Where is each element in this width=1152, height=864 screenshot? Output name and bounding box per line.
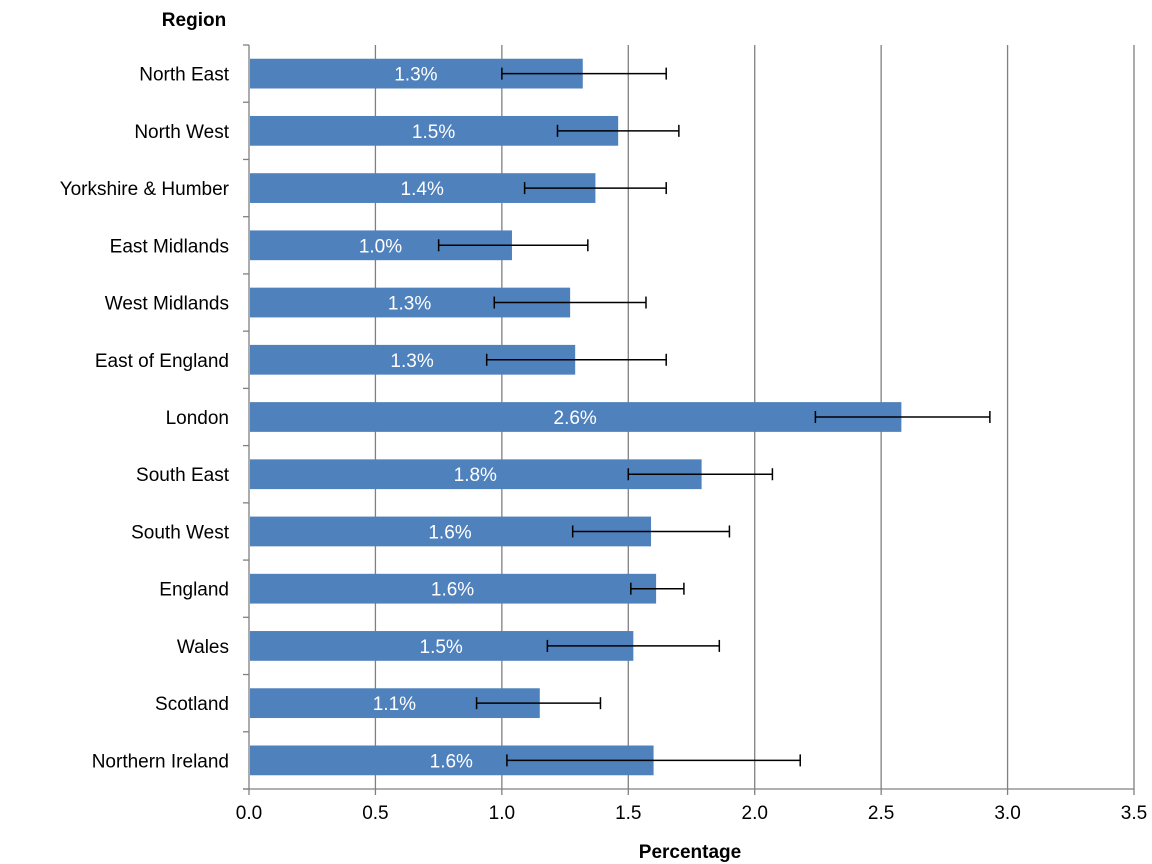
data-label: 2.6% [554, 408, 597, 429]
category-label: South East [136, 465, 230, 486]
data-label: 1.1% [373, 694, 416, 715]
x-tick-label: 2.5 [868, 803, 894, 824]
data-label: 1.6% [428, 522, 471, 543]
category-label: Yorkshire & Humber [60, 179, 230, 200]
category-label: North West [134, 122, 229, 143]
category-label: England [159, 580, 229, 601]
category-label: Wales [177, 637, 229, 658]
category-label: East of England [95, 351, 229, 372]
data-label: 1.0% [359, 236, 402, 257]
x-tick-label: 1.0 [489, 803, 515, 824]
bar [250, 402, 902, 432]
data-label: 1.6% [431, 580, 474, 601]
x-tick-label: 0.0 [236, 803, 262, 824]
data-label: 1.5% [420, 637, 463, 658]
y-axis-title: Region [162, 10, 226, 31]
category-label: London [166, 408, 229, 429]
data-label: 1.6% [430, 751, 473, 772]
error-bars [437, 67, 991, 767]
x-tick-label: 2.0 [742, 803, 768, 824]
bar [250, 459, 702, 490]
x-tick-label: 3.5 [1121, 803, 1147, 824]
data-labels: 1.3% 1.5% 1.4% 1.0% 1.3% 1.3% 2.6% 1.8% 1.6% 1.6%… [359, 65, 597, 773]
category-label: Scotland [155, 694, 229, 715]
bar [250, 573, 657, 604]
x-axis-title: Percentage [639, 842, 741, 863]
category-label: West Midlands [105, 294, 229, 315]
x-tick-label: 3.0 [994, 803, 1020, 824]
x-tick-label: 1.5 [615, 803, 641, 824]
x-tick-label: 0.5 [362, 803, 388, 824]
data-label: 1.8% [454, 465, 497, 486]
axes: 0.0 0.5 1.0 1.5 2.0 2.5 3.0 3.5 North East North … [60, 44, 1147, 824]
data-label: 1.3% [388, 294, 431, 315]
data-label: 1.5% [412, 122, 455, 143]
category-label: North East [139, 65, 229, 86]
category-label: Northern Ireland [92, 751, 229, 772]
data-label: 1.3% [394, 65, 437, 86]
category-label: South West [131, 522, 230, 543]
data-label: 1.3% [390, 351, 433, 372]
category-label: East Midlands [110, 236, 229, 257]
data-label: 1.4% [401, 179, 444, 200]
